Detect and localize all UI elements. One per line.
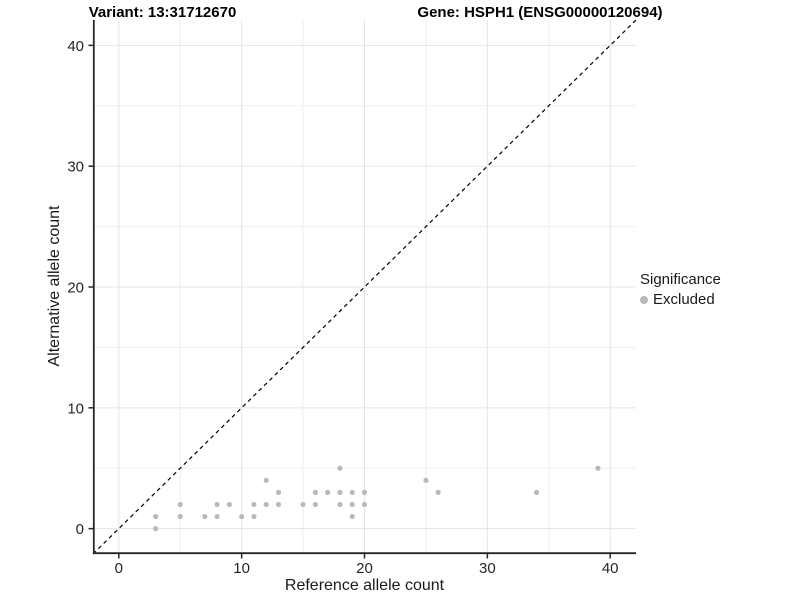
- plot-svg: 0 10 20 30 40 0 10 20 30 40: [67, 19, 637, 577]
- y-tick-label: 10: [67, 400, 84, 417]
- y-tick-label: 40: [67, 38, 84, 55]
- x-tick-label: 0: [115, 560, 123, 577]
- ticks-group: 0 10 20 30 40 0 10 20 30 40: [67, 38, 618, 577]
- data-point: [214, 501, 220, 508]
- data-point: [177, 513, 183, 520]
- data-point: [349, 501, 355, 508]
- data-point: [533, 489, 540, 495]
- x-axis-title: Reference allele count: [284, 577, 445, 594]
- data-point: [263, 477, 269, 483]
- data-point: [361, 489, 368, 495]
- data-point: [214, 513, 220, 520]
- data-point: [312, 489, 318, 495]
- data-point: [325, 489, 331, 495]
- x-tick-label: 10: [233, 560, 250, 577]
- plot-panel: 0 10 20 30 40 0 10 20 30 40: [67, 19, 637, 577]
- data-point: [263, 501, 269, 508]
- data-point: [337, 501, 343, 508]
- data-point: [251, 501, 257, 508]
- x-tick-label: 40: [602, 560, 619, 577]
- y-axis-title: Alternative allele count: [46, 205, 63, 367]
- data-point: [275, 489, 282, 495]
- data-point: [300, 501, 306, 508]
- data-point: [595, 465, 601, 471]
- y-tick-label: 20: [67, 280, 84, 297]
- legend-item-label: Excluded: [653, 291, 715, 308]
- data-point: [251, 513, 257, 520]
- data-point: [153, 513, 159, 520]
- data-point: [226, 501, 232, 508]
- data-point: [361, 501, 368, 508]
- grid-major: [93, 20, 636, 554]
- legend-point-icon: [640, 295, 648, 304]
- y-tick-label: 0: [76, 521, 84, 538]
- data-point: [337, 489, 343, 495]
- x-tick-label: 20: [356, 560, 373, 577]
- data-point: [349, 513, 355, 520]
- x-tick-label: 30: [479, 560, 496, 577]
- data-point: [153, 526, 159, 532]
- plot-title-variant: Variant: 13:31712670: [88, 4, 237, 21]
- data-point: [239, 513, 245, 520]
- data-point: [202, 513, 208, 520]
- data-point: [177, 501, 183, 508]
- legend-item-excluded: Excluded: [640, 291, 721, 308]
- data-point: [275, 501, 282, 508]
- data-point: [349, 489, 355, 495]
- legend: Significance Excluded: [640, 271, 721, 308]
- data-point: [312, 501, 318, 508]
- legend-title: Significance: [640, 271, 721, 288]
- data-point: [423, 477, 429, 483]
- data-point: [337, 465, 343, 471]
- data-point: [435, 489, 441, 495]
- points-group: [153, 465, 601, 532]
- plot-title-gene: Gene: HSPH1 (ENSG00000120694): [417, 4, 663, 21]
- y-tick-label: 30: [67, 159, 84, 176]
